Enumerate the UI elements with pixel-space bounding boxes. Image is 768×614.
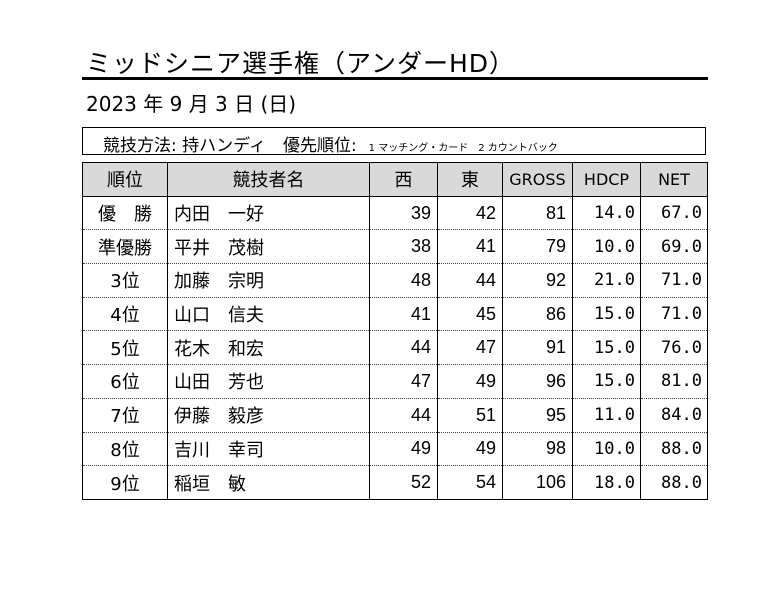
player-name-cell: 吉川 幸司: [167, 431, 370, 467]
east-score-cell: 44: [437, 263, 503, 298]
rank-cell: 3位: [82, 263, 168, 298]
priority-order: 1 マッチング・カード 2 カウントバック: [368, 143, 558, 154]
header-net: NET: [640, 162, 708, 197]
east-score-cell: 45: [437, 296, 503, 332]
east-score-cell: 49: [437, 364, 503, 399]
net-score-cell: 88.0: [640, 431, 708, 467]
rank-cell: 4位: [82, 296, 168, 332]
net-score-cell: 71.0: [640, 263, 708, 298]
hdcp-cell: 21.0: [572, 263, 641, 298]
table-header-row: 順位 競技者名 西 東 GROSS HDCP NET: [82, 162, 708, 197]
event-date: 2023 年 9 月 3 日 (日): [86, 92, 297, 116]
rank-cell: 準優勝: [82, 229, 168, 265]
west-score-cell: 38: [369, 229, 438, 265]
header-player-name: 競技者名: [167, 162, 370, 197]
header-hdcp: HDCP: [572, 162, 641, 197]
results-table: 順位 競技者名 西 東 GROSS HDCP NET 優 勝内田 一好 39 42 8…: [82, 162, 708, 500]
competition-method: 競技方法: 持ハンディ 優先順位: 1 マッチング・カード 2 カウントバック: [103, 131, 558, 156]
player-name-cell: 加藤 宗明: [167, 263, 370, 298]
table-row: 優 勝内田 一好 39 42 81 14.0 67.0: [82, 195, 708, 231]
table-row: 4位 山口 信夫 41 45 86 15.0 71.0: [82, 296, 708, 332]
gross-score-cell: 95: [502, 397, 573, 433]
east-score-cell: 49: [437, 431, 503, 467]
net-score-cell: 76.0: [640, 330, 708, 366]
east-score-cell: 47: [437, 330, 503, 366]
table-row: 3位 加藤 宗明 48 44 92 21.0 71.0: [82, 263, 708, 298]
net-score-cell: 67.0: [640, 195, 708, 231]
hdcp-cell: 15.0: [572, 330, 641, 366]
net-score-cell: 88.0: [640, 465, 708, 500]
player-name-cell: 平井 茂樹: [167, 229, 370, 265]
table-row: 8位 吉川 幸司 49 49 98 10.0 88.0: [82, 431, 708, 467]
hdcp-cell: 10.0: [572, 229, 641, 265]
player-name-cell: 内田 一好: [167, 195, 370, 231]
table-row: 5位 花木 和宏 44 47 91 15.0 76.0: [82, 330, 708, 366]
header-west: 西: [369, 162, 438, 197]
gross-score-cell: 86: [502, 296, 573, 332]
gross-score-cell: 96: [502, 364, 573, 399]
gross-score-cell: 106: [502, 465, 573, 500]
west-score-cell: 44: [369, 397, 438, 433]
header-gross: GROSS: [502, 162, 573, 197]
competition-method-box: 競技方法: 持ハンディ 優先順位: 1 マッチング・カード 2 カウントバック: [82, 127, 706, 156]
player-name-cell: 花木 和宏: [167, 330, 370, 366]
gross-score-cell: 91: [502, 330, 573, 366]
hdcp-cell: 15.0: [572, 364, 641, 399]
hdcp-cell: 18.0: [572, 465, 641, 500]
player-name-cell: 山口 信夫: [167, 296, 370, 332]
rank-cell: 5位: [82, 330, 168, 366]
gross-score-cell: 79: [502, 229, 573, 265]
page-title: ミッドシニア選手権（アンダーHD）: [86, 49, 516, 78]
rank-cell: 9位: [82, 465, 168, 500]
table-row: 9位 稲垣 敏 52 54 106 18.0 88.0: [82, 465, 708, 500]
table-row: 準優勝 平井 茂樹 38 41 79 10.0 69.0: [82, 229, 708, 265]
title-underline: [82, 77, 708, 80]
hdcp-cell: 10.0: [572, 431, 641, 467]
net-score-cell: 71.0: [640, 296, 708, 332]
east-score-cell: 42: [437, 195, 503, 231]
player-name-cell: 山田 芳也: [167, 364, 370, 399]
west-score-cell: 48: [369, 263, 438, 298]
hdcp-cell: 14.0: [572, 195, 641, 231]
hdcp-cell: 11.0: [572, 397, 641, 433]
header-east: 東: [437, 162, 503, 197]
east-score-cell: 54: [437, 465, 503, 500]
west-score-cell: 41: [369, 296, 438, 332]
gross-score-cell: 81: [502, 195, 573, 231]
east-score-cell: 41: [437, 229, 503, 265]
west-score-cell: 52: [369, 465, 438, 500]
rank-cell: 6位: [82, 364, 168, 399]
player-name-cell: 伊藤 毅彦: [167, 397, 370, 433]
method-label: 競技方法: 持ハンディ 優先順位:: [103, 136, 357, 156]
net-score-cell: 81.0: [640, 364, 708, 399]
player-name-cell: 稲垣 敏: [167, 465, 370, 500]
gross-score-cell: 92: [502, 263, 573, 298]
rank-cell: 優 勝: [82, 195, 168, 231]
rank-cell: 7位: [82, 397, 168, 433]
gross-score-cell: 98: [502, 431, 573, 467]
west-score-cell: 39: [369, 195, 438, 231]
table-row: 6位 山田 芳也 47 49 96 15.0 81.0: [82, 364, 708, 399]
east-score-cell: 51: [437, 397, 503, 433]
hdcp-cell: 15.0: [572, 296, 641, 332]
west-score-cell: 44: [369, 330, 438, 366]
rank-cell: 8位: [82, 431, 168, 467]
west-score-cell: 47: [369, 364, 438, 399]
header-rank: 順位: [82, 162, 168, 197]
net-score-cell: 84.0: [640, 397, 708, 433]
west-score-cell: 49: [369, 431, 438, 467]
net-score-cell: 69.0: [640, 229, 708, 265]
table-row: 7位 伊藤 毅彦 44 51 95 11.0 84.0: [82, 397, 708, 433]
